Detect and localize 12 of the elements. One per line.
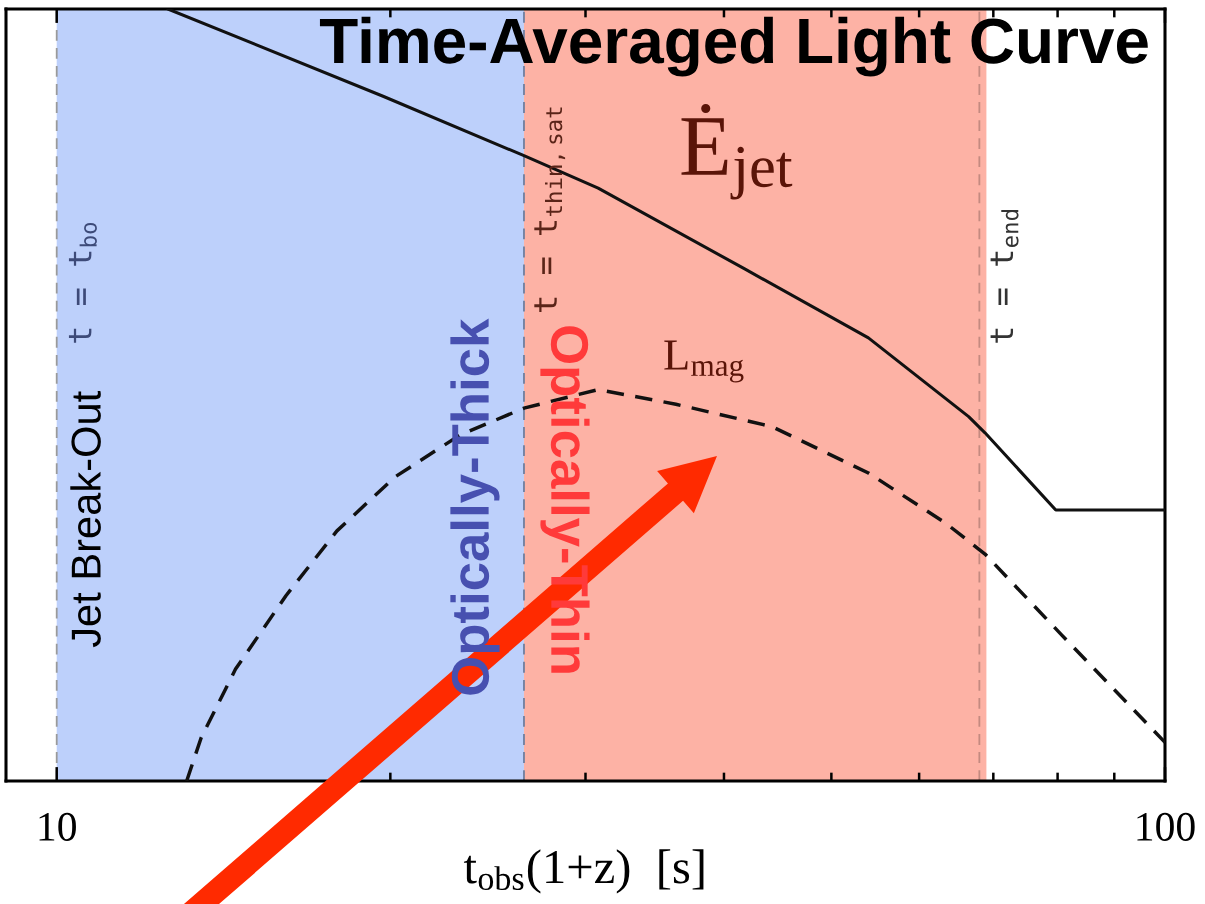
x-axis-title: t$_{obs}$(1+z) [s]: [463, 849, 704, 894]
chart-title: Time-Averaged Light Curve: [319, 16, 1148, 77]
band-label: Optically-Thick: [450, 318, 500, 695]
annotation: Jet Break-Out: [70, 391, 101, 648]
series-label: L$_{mag}$: [664, 340, 744, 383]
x-tick-label: 100: [1137, 812, 1195, 841]
series-label: Ė$_{jet}$: [681, 103, 793, 200]
ref-line-label: t = t$_{end}$: [990, 210, 1019, 343]
band-label: Optically-Thin: [540, 326, 590, 673]
x-tick-label: 10: [39, 812, 76, 841]
ref-line-label: t = t$_{thin,sat}$: [534, 107, 566, 312]
ref-line-label: t = t$_{bo}$: [68, 222, 97, 343]
